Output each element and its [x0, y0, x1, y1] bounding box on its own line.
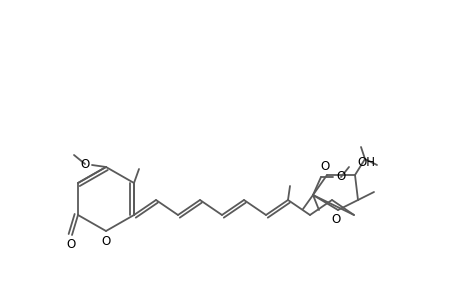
Text: O: O — [336, 170, 345, 184]
Text: O: O — [319, 160, 329, 172]
Text: OH: OH — [356, 157, 374, 169]
Text: O: O — [330, 214, 340, 226]
Text: O: O — [101, 236, 110, 248]
Text: O: O — [66, 238, 75, 251]
Text: O: O — [80, 158, 90, 170]
